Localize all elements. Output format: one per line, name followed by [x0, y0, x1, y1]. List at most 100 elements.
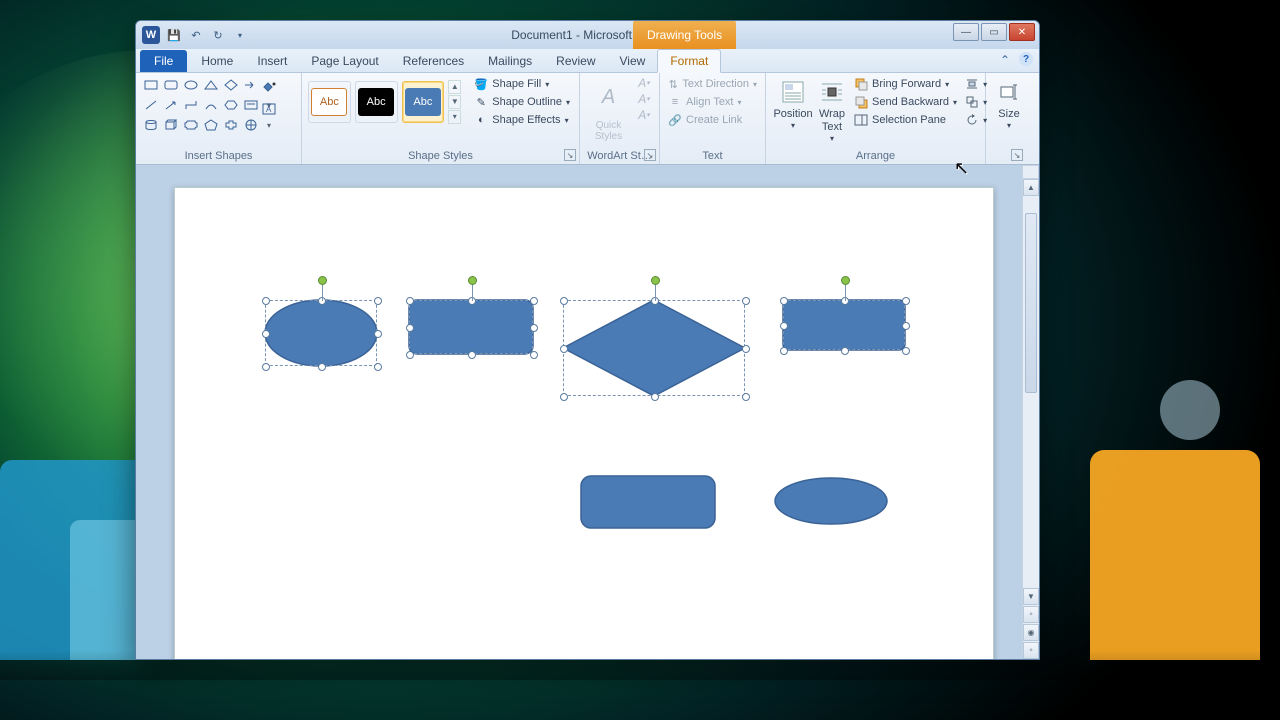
resize-handle[interactable]: [468, 351, 476, 359]
shape-cross-icon[interactable]: [222, 116, 240, 134]
resize-handle[interactable]: [406, 351, 414, 359]
scroll-up-icon[interactable]: ▲: [1023, 179, 1039, 196]
rotate-handle[interactable]: [318, 276, 327, 285]
shape-pent-icon[interactable]: [202, 116, 220, 134]
shape-arrowline-icon[interactable]: [162, 96, 180, 114]
shape-triangle-icon[interactable]: [202, 76, 220, 94]
qat-save-icon[interactable]: 💾: [166, 27, 182, 43]
tab-view[interactable]: View: [608, 50, 658, 72]
style-preset-2[interactable]: Abc: [355, 81, 398, 123]
shape-circle-icon[interactable]: [242, 116, 260, 134]
shape-diamond-icon[interactable]: [222, 76, 240, 94]
wrap-text-button[interactable]: Wrap Text▾: [816, 76, 848, 144]
resize-handle[interactable]: [780, 297, 788, 305]
minimize-button[interactable]: —: [953, 23, 979, 41]
resize-handle[interactable]: [318, 363, 326, 371]
ribbon-minimize-icon[interactable]: ⌃: [997, 52, 1013, 68]
wordart-dialog-icon[interactable]: ↘: [644, 149, 656, 161]
size-button[interactable]: Size▾: [992, 76, 1026, 131]
send-backward-button[interactable]: Send Backward ▾: [852, 94, 959, 110]
resize-handle[interactable]: [530, 351, 538, 359]
split-box[interactable]: [1022, 165, 1039, 179]
scroll-down-icon[interactable]: ▼: [1023, 588, 1039, 605]
rotate-handle[interactable]: [468, 276, 477, 285]
resize-handle[interactable]: [374, 363, 382, 371]
shape-ellipse-icon[interactable]: [182, 76, 200, 94]
shape-line-icon[interactable]: [142, 96, 160, 114]
page[interactable]: [174, 187, 994, 659]
close-button[interactable]: ✕: [1009, 23, 1035, 41]
resize-handle[interactable]: [374, 297, 382, 305]
tab-page-layout[interactable]: Page Layout: [299, 50, 390, 72]
shape-rect-icon[interactable]: [142, 76, 160, 94]
scroll-thumb[interactable]: [1025, 213, 1037, 393]
shape-rect-3[interactable]: [581, 476, 715, 528]
resize-handle[interactable]: [560, 297, 568, 305]
shape-cube-icon[interactable]: [162, 116, 180, 134]
resize-handle[interactable]: [841, 347, 849, 355]
size-dialog-icon[interactable]: ↘: [1011, 149, 1023, 161]
resize-handle[interactable]: [262, 330, 270, 338]
browse-select-icon[interactable]: ◉: [1023, 624, 1039, 641]
shape-plaque-icon[interactable]: [182, 116, 200, 134]
resize-handle[interactable]: [560, 393, 568, 401]
browse-next-icon[interactable]: ◦: [1023, 642, 1039, 659]
resize-handle[interactable]: [742, 297, 750, 305]
help-icon[interactable]: ?: [1019, 52, 1033, 66]
shape-styles-dialog-icon[interactable]: ↘: [564, 149, 576, 161]
selection-box[interactable]: [409, 300, 533, 354]
tab-home[interactable]: Home: [189, 50, 245, 72]
resize-handle[interactable]: [651, 393, 659, 401]
resize-handle[interactable]: [406, 297, 414, 305]
browse-prev-icon[interactable]: ◦: [1023, 606, 1039, 623]
resize-handle[interactable]: [262, 297, 270, 305]
style-gallery-down-icon[interactable]: ▼: [448, 95, 461, 109]
rotate-handle[interactable]: [841, 276, 850, 285]
resize-handle[interactable]: [742, 345, 750, 353]
maximize-button[interactable]: ▭: [981, 23, 1007, 41]
edit-shape-icon[interactable]: [259, 77, 279, 97]
text-effects-icon[interactable]: A▾: [635, 108, 653, 122]
qat-undo-icon[interactable]: ↶: [188, 27, 204, 43]
resize-handle[interactable]: [902, 322, 910, 330]
text-outline-icon[interactable]: A▾: [635, 92, 653, 106]
qat-customize-icon[interactable]: ▾: [232, 27, 248, 43]
tab-review[interactable]: Review: [544, 50, 607, 72]
document-area[interactable]: ▲ ▼ ◦ ◉ ◦: [136, 165, 1039, 659]
resize-handle[interactable]: [780, 347, 788, 355]
position-button[interactable]: Position▾: [772, 76, 814, 144]
vertical-scrollbar[interactable]: ▲ ▼ ◦ ◉ ◦: [1022, 179, 1039, 659]
resize-handle[interactable]: [902, 297, 910, 305]
shape-arrow-icon[interactable]: [242, 76, 260, 94]
resize-handle[interactable]: [742, 393, 750, 401]
shape-fill-button[interactable]: 🪣Shape Fill ▾: [471, 76, 573, 92]
shape-hex-icon[interactable]: [222, 96, 240, 114]
shape-outline-button[interactable]: ✎Shape Outline ▾: [471, 94, 573, 110]
tab-format[interactable]: Format: [657, 49, 721, 73]
shape-effects-button[interactable]: ◐Shape Effects ▾: [471, 112, 573, 128]
bring-forward-button[interactable]: Bring Forward ▾: [852, 76, 959, 92]
shape-can-icon[interactable]: [142, 116, 160, 134]
shape-textbox-icon[interactable]: [242, 96, 260, 114]
resize-handle[interactable]: [262, 363, 270, 371]
resize-handle[interactable]: [406, 324, 414, 332]
selection-box[interactable]: [563, 300, 745, 396]
resize-handle[interactable]: [560, 345, 568, 353]
shape-ellipse-2[interactable]: [775, 478, 887, 524]
shape-curve-icon[interactable]: [202, 96, 220, 114]
selection-pane-button[interactable]: Selection Pane: [852, 112, 959, 128]
shape-elbow-icon[interactable]: [182, 96, 200, 114]
tab-references[interactable]: References: [391, 50, 476, 72]
tab-mailings[interactable]: Mailings: [476, 50, 544, 72]
resize-handle[interactable]: [374, 330, 382, 338]
selection-box[interactable]: [265, 300, 377, 366]
shape-roundrect-icon[interactable]: [162, 76, 180, 94]
selection-box[interactable]: [783, 300, 905, 350]
style-preset-3[interactable]: Abc: [402, 81, 445, 123]
style-preset-1[interactable]: Abc: [308, 81, 351, 123]
resize-handle[interactable]: [530, 297, 538, 305]
qat-redo-icon[interactable]: ↻: [210, 27, 226, 43]
tab-file[interactable]: File: [140, 50, 187, 72]
style-gallery-up-icon[interactable]: ▲: [448, 80, 461, 94]
draw-textbox-icon[interactable]: A: [259, 99, 279, 119]
